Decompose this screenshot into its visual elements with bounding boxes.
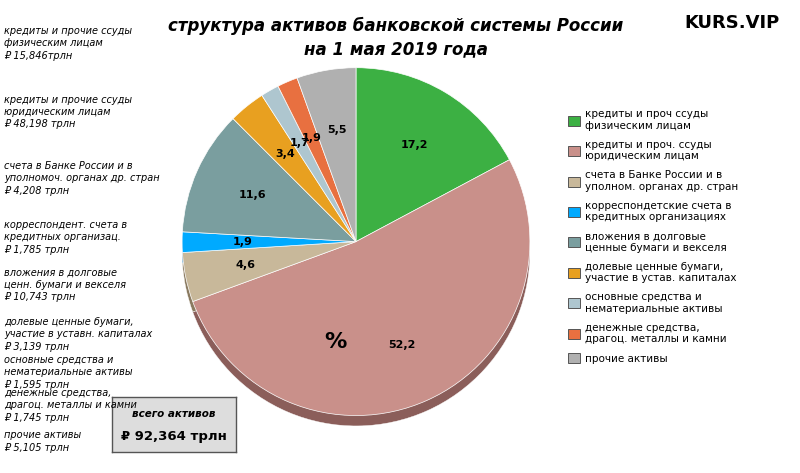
Wedge shape [262,86,356,242]
Wedge shape [233,96,356,242]
Text: 3,4: 3,4 [275,149,295,158]
Text: структура активов банковской системы России
на 1 мая 2019 года: структура активов банковской системы Рос… [168,17,624,58]
Wedge shape [356,68,510,242]
Wedge shape [182,119,356,242]
Text: 1,9: 1,9 [302,133,322,143]
Wedge shape [356,78,510,252]
Text: всего активов: всего активов [132,409,216,419]
Wedge shape [182,242,356,302]
Text: долевые ценные бумаги,
участие в уставн. капиталах
₽ 3,139 трлн: долевые ценные бумаги, участие в уставн.… [4,317,152,352]
Wedge shape [278,78,356,242]
Text: 4,6: 4,6 [235,260,255,270]
Wedge shape [182,232,356,253]
Wedge shape [182,129,356,252]
Text: 11,6: 11,6 [239,191,266,201]
Text: основные средства и
нематериальные активы
₽ 1,595 трлн: основные средства и нематериальные актив… [4,355,133,390]
Wedge shape [182,242,356,263]
Wedge shape [297,68,356,242]
Text: 1,9: 1,9 [233,237,253,247]
Text: корреспондент. счета в
кредитных организац.
₽ 1,785 трлн: корреспондент. счета в кредитных организ… [4,220,127,255]
Text: 52,2: 52,2 [389,340,416,350]
Wedge shape [297,78,356,252]
Wedge shape [278,88,356,252]
Text: %: % [324,333,346,352]
Text: счета в Банке России и в
уполномоч. органах др. стран
₽ 4,208 трлн: счета в Банке России и в уполномоч. орга… [4,161,160,196]
Text: ₽ 92,364 трлн: ₽ 92,364 трлн [121,430,227,443]
Text: 5,5: 5,5 [327,125,346,135]
Text: денежные средства,
драгоц. металлы и камни
₽ 1,745 трлн: денежные средства, драгоц. металлы и кам… [4,388,137,423]
Wedge shape [262,96,356,252]
Wedge shape [182,252,356,312]
Text: 1,7: 1,7 [290,139,310,149]
Wedge shape [233,106,356,252]
Text: KURS.VIP: KURS.VIP [685,14,780,32]
Wedge shape [193,160,530,415]
Text: вложения в долговые
ценн. бумаги и векселя
₽ 10,743 трлн: вложения в долговые ценн. бумаги и вексе… [4,267,126,302]
Wedge shape [193,170,530,426]
Text: 17,2: 17,2 [401,140,428,149]
Text: прочие активы
₽ 5,105 трлн: прочие активы ₽ 5,105 трлн [4,430,82,453]
Text: кредиты и прочие ссуды
юридическим лицам
₽ 48,198 трлн: кредиты и прочие ссуды юридическим лицам… [4,95,132,130]
Text: кредиты и прочие ссуды
физическим лицам
₽ 15,846трлн: кредиты и прочие ссуды физическим лицам … [4,26,132,61]
Legend: кредиты и проч ссуды
физическим лицам, кредиты и проч. ссуды
юридическим лицам, : кредиты и проч ссуды физическим лицам, к… [568,109,738,364]
